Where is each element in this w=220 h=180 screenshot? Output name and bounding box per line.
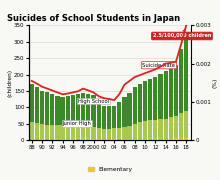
Bar xyxy=(107,107,111,129)
Bar xyxy=(86,94,90,126)
Bar xyxy=(50,94,54,125)
Bar xyxy=(148,79,152,120)
Bar xyxy=(61,139,65,140)
Bar xyxy=(112,128,116,140)
Bar xyxy=(169,68,173,117)
Bar xyxy=(76,94,80,126)
Bar xyxy=(184,111,188,138)
Bar xyxy=(122,97,126,127)
Bar xyxy=(163,71,168,119)
Bar xyxy=(179,138,183,140)
Bar xyxy=(55,96,60,125)
Text: Suicides of School Students in Japan: Suicides of School Students in Japan xyxy=(7,14,181,23)
Bar xyxy=(133,87,137,124)
Bar xyxy=(29,84,34,122)
Bar xyxy=(158,119,163,139)
Bar xyxy=(153,120,158,140)
Bar xyxy=(143,121,147,139)
Bar xyxy=(29,122,34,140)
Bar xyxy=(169,117,173,139)
Bar xyxy=(91,139,96,140)
Bar xyxy=(163,119,168,139)
Bar xyxy=(122,139,126,140)
Bar xyxy=(81,93,85,126)
Bar xyxy=(163,139,168,140)
Bar xyxy=(55,125,60,140)
Bar xyxy=(138,139,142,140)
Bar xyxy=(45,92,49,125)
Bar xyxy=(40,91,44,124)
Bar xyxy=(91,127,96,139)
Bar xyxy=(179,113,183,138)
Bar xyxy=(40,124,44,140)
Bar xyxy=(107,129,111,140)
Bar xyxy=(174,116,178,138)
Bar xyxy=(71,126,75,140)
Bar xyxy=(184,33,188,111)
Bar xyxy=(50,125,54,140)
Bar xyxy=(66,126,70,140)
Bar xyxy=(153,77,158,120)
Bar xyxy=(97,128,101,140)
Bar xyxy=(91,95,96,127)
Bar xyxy=(127,126,132,140)
Text: Suicide Rate: Suicide Rate xyxy=(143,63,176,68)
Text: Junior High: Junior High xyxy=(63,121,92,126)
Bar xyxy=(158,74,163,119)
Y-axis label: (children): (children) xyxy=(7,69,13,97)
Bar xyxy=(117,128,121,140)
Bar xyxy=(158,139,163,140)
Bar xyxy=(127,93,132,126)
Bar xyxy=(133,124,137,140)
Bar xyxy=(112,107,116,128)
Bar xyxy=(61,97,65,125)
Bar xyxy=(66,96,70,126)
Bar xyxy=(148,120,152,140)
Legend: Elementary: Elementary xyxy=(85,164,135,174)
Bar xyxy=(61,125,65,139)
Bar xyxy=(97,101,101,128)
Bar xyxy=(174,65,178,116)
Bar xyxy=(174,138,178,140)
Y-axis label: (%): (%) xyxy=(213,78,218,88)
Bar xyxy=(138,84,142,122)
Bar xyxy=(143,139,147,140)
Bar xyxy=(35,87,39,123)
Bar xyxy=(71,95,75,126)
Bar xyxy=(184,138,188,140)
Bar xyxy=(81,126,85,140)
Bar xyxy=(122,127,126,139)
Bar xyxy=(45,125,49,140)
Text: High School: High School xyxy=(78,98,109,104)
Bar xyxy=(35,123,39,140)
Bar xyxy=(179,49,183,113)
Bar xyxy=(76,126,80,140)
Bar xyxy=(117,102,121,128)
Bar xyxy=(143,82,147,121)
Bar xyxy=(138,122,142,139)
Bar xyxy=(86,126,90,140)
Bar xyxy=(102,129,106,140)
Text: 2.5/100,000 children: 2.5/100,000 children xyxy=(153,29,211,39)
Bar xyxy=(102,106,106,129)
Bar xyxy=(169,139,173,140)
